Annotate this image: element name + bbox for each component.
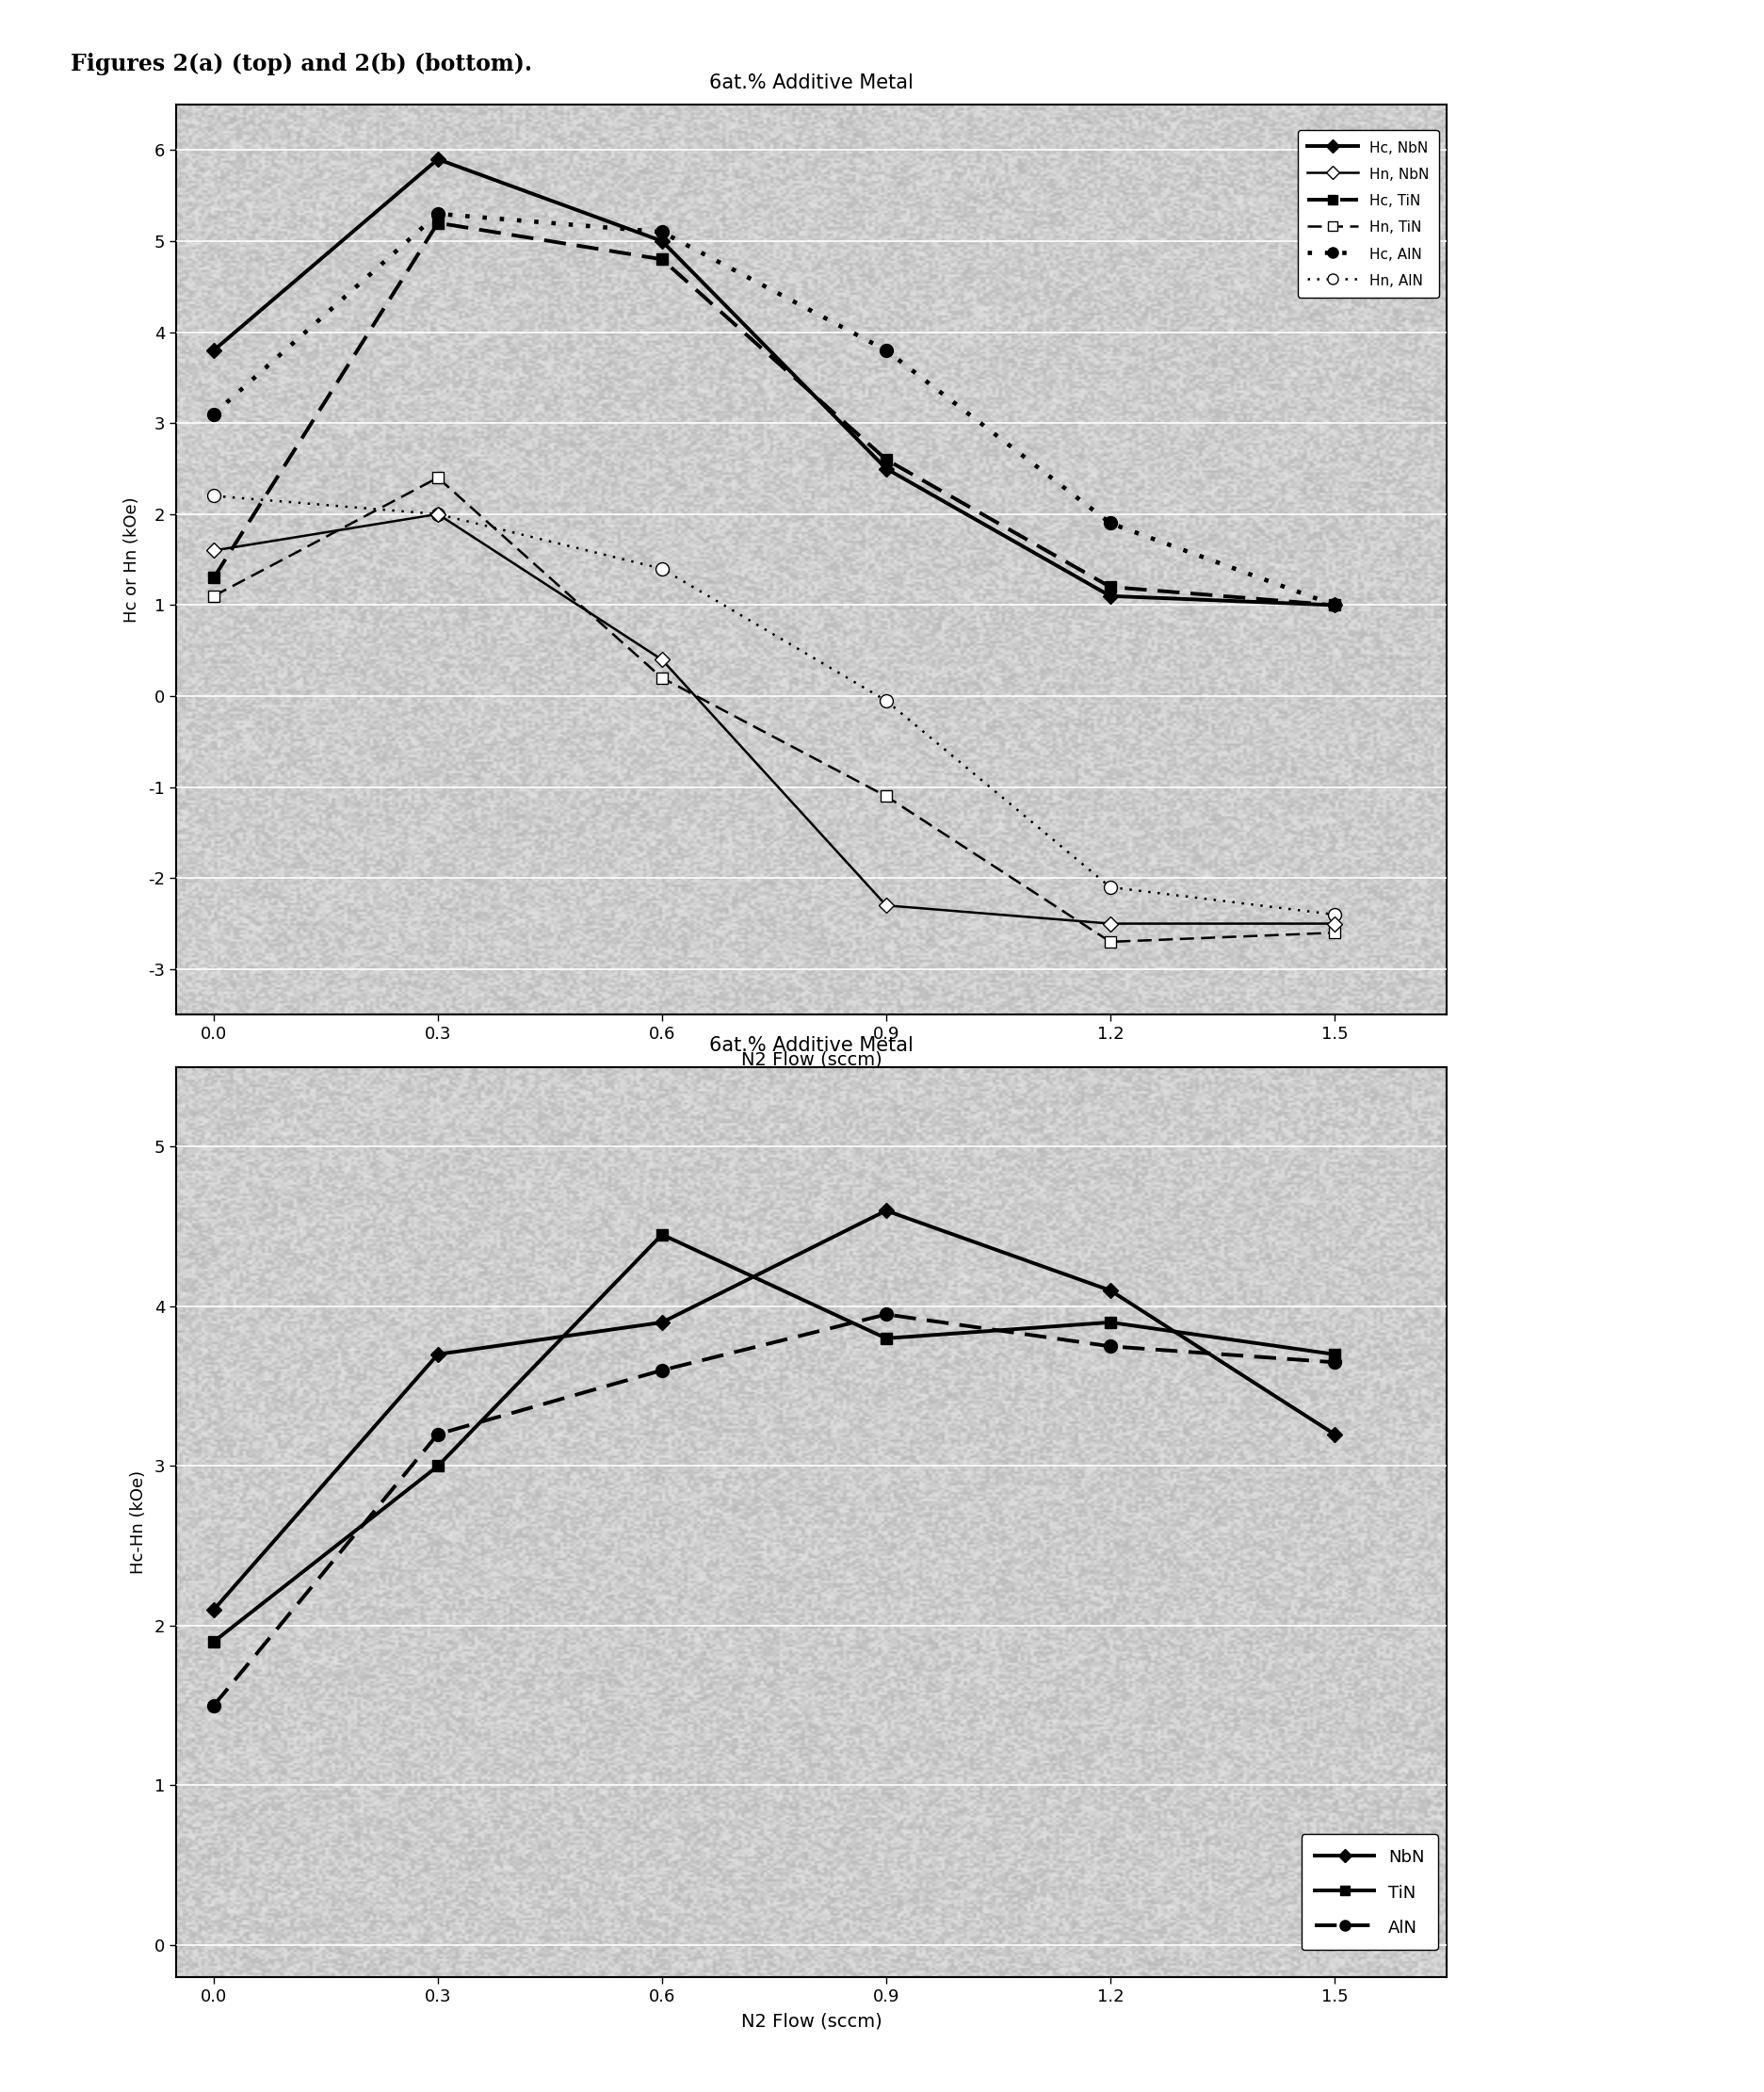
Y-axis label: Hc or Hn (kOe): Hc or Hn (kOe) xyxy=(123,496,141,623)
Title: 6at.% Additive Metal: 6at.% Additive Metal xyxy=(709,1036,914,1054)
Text: Figures 2(a) (top) and 2(b) (bottom).: Figures 2(a) (top) and 2(b) (bottom). xyxy=(71,52,533,75)
Y-axis label: Hc-Hn (kOe): Hc-Hn (kOe) xyxy=(129,1471,146,1573)
Legend: Hc, NbN, Hn, NbN, Hc, TiN, Hn, TiN, Hc, AlN, Hn, AlN: Hc, NbN, Hn, NbN, Hc, TiN, Hn, TiN, Hc, … xyxy=(1298,130,1439,297)
X-axis label: N2 Flow (sccm): N2 Flow (sccm) xyxy=(741,1050,882,1069)
Legend: NbN, TiN, AlN: NbN, TiN, AlN xyxy=(1302,1835,1438,1950)
X-axis label: N2 Flow (sccm): N2 Flow (sccm) xyxy=(741,2013,882,2031)
Title: 6at.% Additive Metal: 6at.% Additive Metal xyxy=(709,73,914,92)
